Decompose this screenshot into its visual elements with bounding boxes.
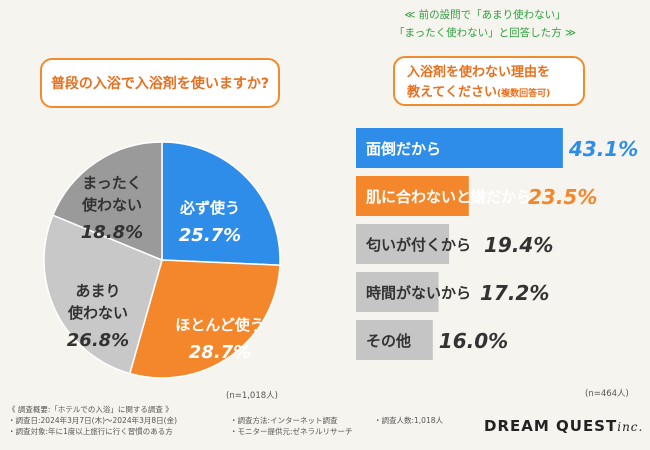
pie-label-4-line-1: まったく [82,174,141,192]
bar-category-1: 面倒だから [366,140,441,158]
pie-label-4-line-2: 使わない [81,196,142,214]
brand-suffix: inc. [617,420,644,434]
right-question-suffix: (複数回答可) [496,89,551,99]
brand-logo: DREAM QUESTinc. [484,417,643,435]
bar-4 [356,272,439,312]
left-question-box: 普段の入浴で入浴剤を使いますか? [40,58,280,108]
bar-category-4: 時間がないから [366,284,471,302]
footer-provider: ・モニター提供元:ゼネラルリサーチ [230,427,353,436]
note-line-2: 「まったく使わない」と回答した方 ≫ [394,27,576,39]
bar-value-3: 19.4% [484,233,553,257]
footer-date: ・調査日:2024年3月7日(木)〜2024年3月8日(金) [8,416,177,425]
footer-method: ・調査方法:インターネット調査 [230,416,338,425]
pie-pct-2: 28.7% [189,342,251,363]
bar-n-note: (n=464人) [585,389,629,399]
note-line-1: ≪ 前の設問で「あまり使わない」 [404,9,566,21]
bar-value-4: 17.2% [480,281,549,305]
left-question-text: 普段の入浴で入浴剤を使いますか? [50,76,270,92]
bar-3 [356,224,450,264]
pie-label-1-line-1: 必ず使う [179,199,240,217]
pie-pct-1: 25.7% [179,225,241,246]
bar-category-3: 匂いが付くから [365,236,471,254]
right-question-box: 入浴剤を使わない理由を 教えてください(複数回答可) [393,56,585,106]
pie-slice-1 [161,141,281,266]
bar-2 [356,176,469,216]
pie-slice-4 [51,141,163,262]
bar-category-5: その他 [366,332,411,350]
pie-slice-3 [43,214,163,375]
pie-pct-3: 26.8% [67,330,129,351]
bar-value-5: 16.0% [439,329,508,353]
brand-name: DREAM QUEST [484,417,618,435]
pie-slice-2 [128,259,281,379]
bar-1 [356,128,563,168]
pie-label-2-line-1: ほとんど使う [175,316,265,334]
footer-target: ・調査対象:年に1度以上旅行に行く習慣のある方 [8,427,173,436]
pie-pct-4: 18.8% [81,222,143,243]
bar-value-1: 43.1% [568,137,638,161]
note-previous-question: ≪ 前の設問で「あまり使わない」 「まったく使わない」と回答した方 ≫ [355,6,615,42]
bar-value-2: 23.5% [528,185,597,209]
right-question-line2: 教えてください [407,85,497,100]
pie-n-note: (n=1,018人) [226,391,278,401]
footer-count: ・調査人数:1,018人 [374,416,443,425]
pie-label-3-line-2: 使わない [67,304,128,322]
pie-label-3-line-1: あまり [75,282,120,300]
bar-category-2: 肌に合わないと嫌だから [366,188,531,206]
footer-title: 《 調査概要:「ホテルでの入浴」に関する調査 》 [8,405,173,414]
bar-5 [356,320,433,360]
right-question-line1: 入浴剤を使わない理由を [407,65,551,80]
